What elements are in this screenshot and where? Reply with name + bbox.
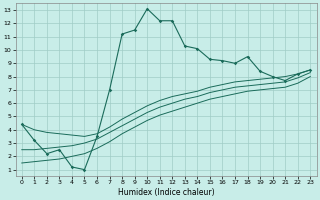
X-axis label: Humidex (Indice chaleur): Humidex (Indice chaleur) [118,188,214,197]
